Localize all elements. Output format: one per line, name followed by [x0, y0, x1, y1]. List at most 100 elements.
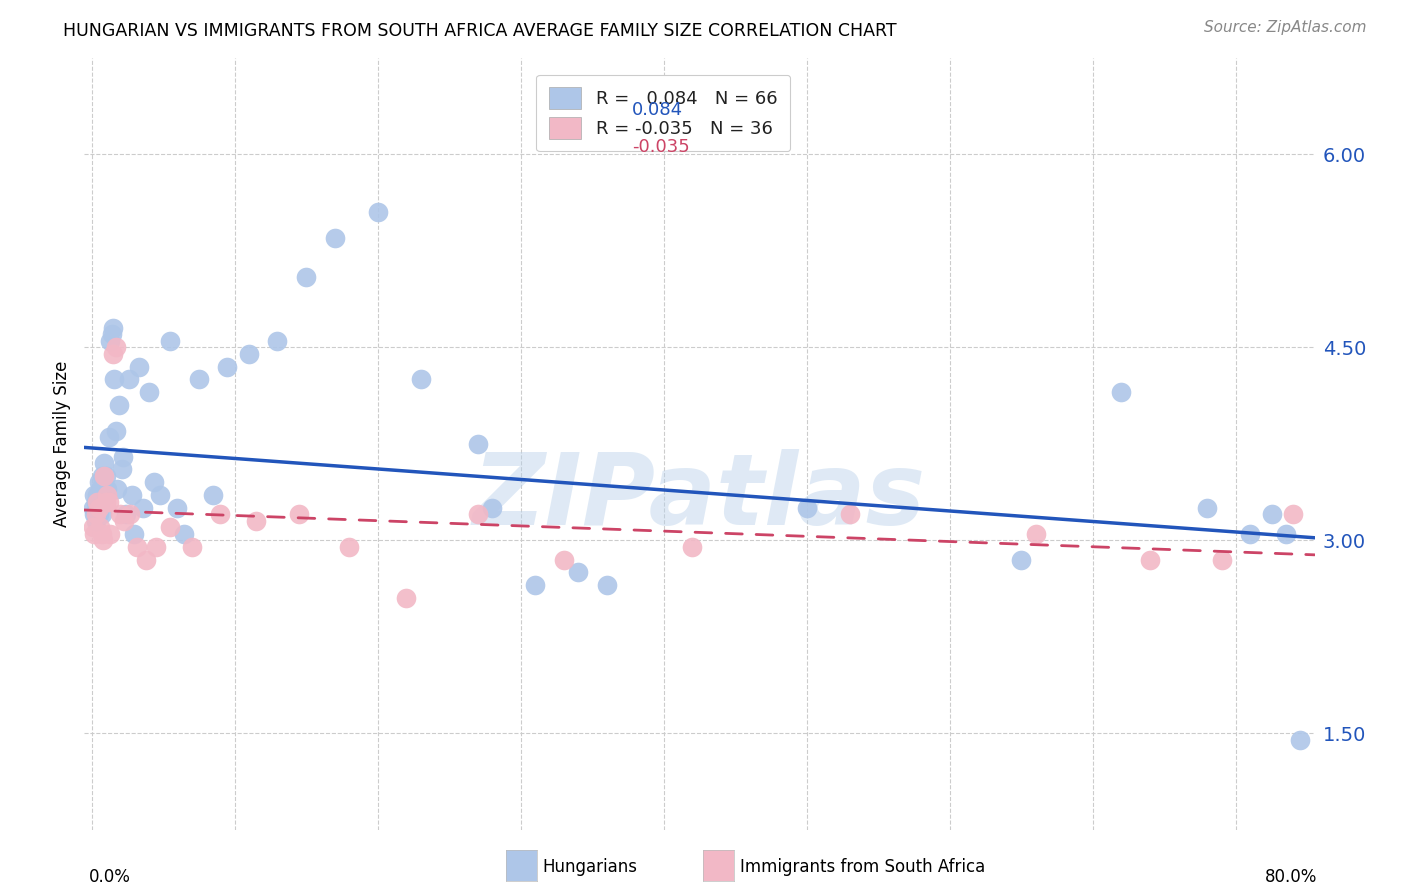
Point — [91, 488, 114, 502]
Point — [111, 450, 134, 464]
Point — [94, 494, 117, 508]
Point — [112, 514, 135, 528]
Point — [124, 526, 146, 541]
Text: 0.0%: 0.0% — [89, 868, 131, 886]
Point — [90, 508, 112, 522]
Point — [87, 494, 110, 508]
Point — [1010, 552, 1032, 566]
Point — [127, 540, 149, 554]
Point — [90, 469, 112, 483]
Point — [108, 508, 131, 522]
Point — [93, 456, 115, 470]
Point — [87, 475, 110, 490]
Point — [120, 508, 142, 522]
Point — [97, 494, 120, 508]
Point — [1289, 732, 1312, 747]
Point — [101, 347, 124, 361]
Point — [187, 372, 209, 386]
Point — [173, 526, 195, 541]
Point — [149, 488, 172, 502]
Point — [838, 508, 860, 522]
Point — [135, 552, 157, 566]
Point — [245, 514, 267, 528]
Legend: R =   0.084   N = 66, R = -0.035   N = 36: R = 0.084 N = 66, R = -0.035 N = 36 — [536, 75, 790, 152]
Point — [209, 508, 232, 522]
Point — [118, 372, 141, 386]
Point — [523, 578, 546, 592]
Point — [202, 488, 225, 502]
Point — [98, 526, 121, 541]
Text: ZIPatlas: ZIPatlas — [472, 450, 927, 546]
Point — [89, 520, 111, 534]
Point — [159, 520, 181, 534]
Point — [105, 482, 128, 496]
Point — [1211, 552, 1233, 566]
Point — [796, 501, 818, 516]
Point — [1025, 526, 1047, 541]
Point — [93, 482, 115, 496]
Point — [83, 526, 105, 541]
Point — [94, 488, 117, 502]
Y-axis label: Average Family Size: Average Family Size — [53, 360, 72, 527]
Point — [82, 520, 104, 534]
Point — [180, 540, 202, 554]
Point — [84, 508, 107, 522]
Point — [367, 205, 389, 219]
Point — [143, 475, 166, 490]
Point — [567, 566, 589, 580]
Point — [93, 469, 115, 483]
Point — [87, 501, 110, 516]
Point — [1282, 508, 1305, 522]
Point — [101, 321, 124, 335]
Point — [82, 501, 104, 516]
Point — [1111, 385, 1133, 400]
Point — [409, 372, 432, 386]
Point — [288, 508, 311, 522]
Point — [138, 385, 160, 400]
Point — [121, 488, 143, 502]
Text: Hungarians: Hungarians — [543, 858, 638, 876]
Point — [467, 508, 489, 522]
Text: Source: ZipAtlas.com: Source: ZipAtlas.com — [1204, 20, 1367, 35]
Point — [91, 475, 114, 490]
Point — [97, 430, 120, 444]
Point — [266, 334, 288, 348]
Point — [107, 398, 129, 412]
Point — [595, 578, 617, 592]
Point — [110, 462, 132, 476]
Point — [395, 591, 418, 605]
Point — [98, 334, 121, 348]
Point — [128, 359, 150, 374]
Point — [217, 359, 239, 374]
Point — [89, 494, 111, 508]
Point — [96, 482, 118, 496]
Point — [295, 269, 318, 284]
Point — [553, 552, 575, 566]
Point — [86, 501, 108, 516]
Point — [84, 494, 107, 508]
Text: HUNGARIAN VS IMMIGRANTS FROM SOUTH AFRICA AVERAGE FAMILY SIZE CORRELATION CHART: HUNGARIAN VS IMMIGRANTS FROM SOUTH AFRIC… — [63, 22, 897, 40]
Text: 80.0%: 80.0% — [1265, 868, 1317, 886]
Point — [1260, 508, 1282, 522]
Point — [467, 436, 489, 450]
Point — [84, 514, 107, 528]
Point — [1239, 526, 1261, 541]
Point — [166, 501, 188, 516]
Point — [86, 488, 108, 502]
Point — [90, 526, 112, 541]
Point — [96, 488, 118, 502]
Point — [100, 327, 122, 342]
Point — [104, 424, 127, 438]
Text: Immigrants from South Africa: Immigrants from South Africa — [740, 858, 984, 876]
Point — [103, 372, 125, 386]
Text: 0.084: 0.084 — [631, 102, 683, 120]
Point — [115, 508, 138, 522]
Point — [481, 501, 503, 516]
Point — [89, 501, 111, 516]
Text: -0.035: -0.035 — [631, 138, 689, 156]
Point — [1139, 552, 1161, 566]
Point — [89, 482, 111, 496]
Point — [159, 334, 181, 348]
Point — [1275, 526, 1298, 541]
Point — [323, 231, 346, 245]
